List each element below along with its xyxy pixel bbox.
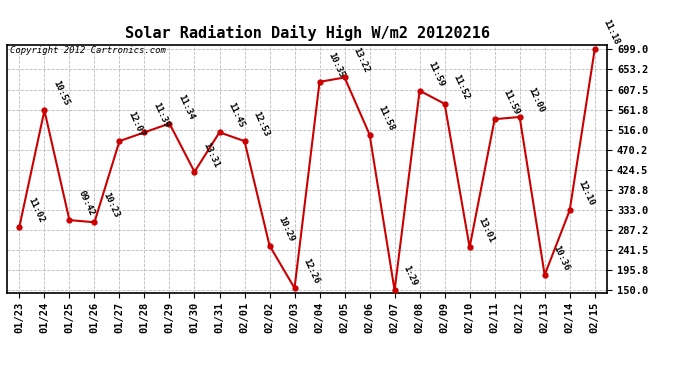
Text: 12:53: 12:53	[251, 110, 271, 138]
Text: 09:42: 09:42	[77, 189, 96, 217]
Text: 10:23: 10:23	[101, 191, 121, 219]
Text: 12:00: 12:00	[526, 86, 546, 114]
Text: 11:52: 11:52	[451, 73, 471, 101]
Text: 11:34: 11:34	[177, 93, 196, 121]
Text: 12:07: 12:07	[126, 110, 146, 138]
Text: 12:26: 12:26	[302, 257, 321, 285]
Text: 1:29: 1:29	[402, 264, 419, 288]
Text: 11:59: 11:59	[426, 60, 446, 88]
Text: 11:18: 11:18	[602, 18, 621, 46]
Text: 10:36: 10:36	[551, 244, 571, 272]
Text: 11:58: 11:58	[377, 104, 396, 132]
Text: 13:22: 13:22	[351, 46, 371, 75]
Text: 13:31: 13:31	[201, 141, 221, 169]
Text: 13:01: 13:01	[477, 216, 496, 244]
Text: 11:02: 11:02	[26, 196, 46, 224]
Text: Copyright 2012 Cartronics.com: Copyright 2012 Cartronics.com	[10, 46, 166, 55]
Text: 12:10: 12:10	[577, 180, 596, 208]
Text: 10:35: 10:35	[326, 51, 346, 79]
Text: 11:45: 11:45	[226, 101, 246, 129]
Text: 11:39: 11:39	[151, 101, 171, 129]
Text: 10:29: 10:29	[277, 214, 296, 243]
Text: 10:55: 10:55	[51, 80, 71, 108]
Title: Solar Radiation Daily High W/m2 20120216: Solar Radiation Daily High W/m2 20120216	[125, 25, 489, 41]
Text: 11:59: 11:59	[502, 88, 521, 116]
